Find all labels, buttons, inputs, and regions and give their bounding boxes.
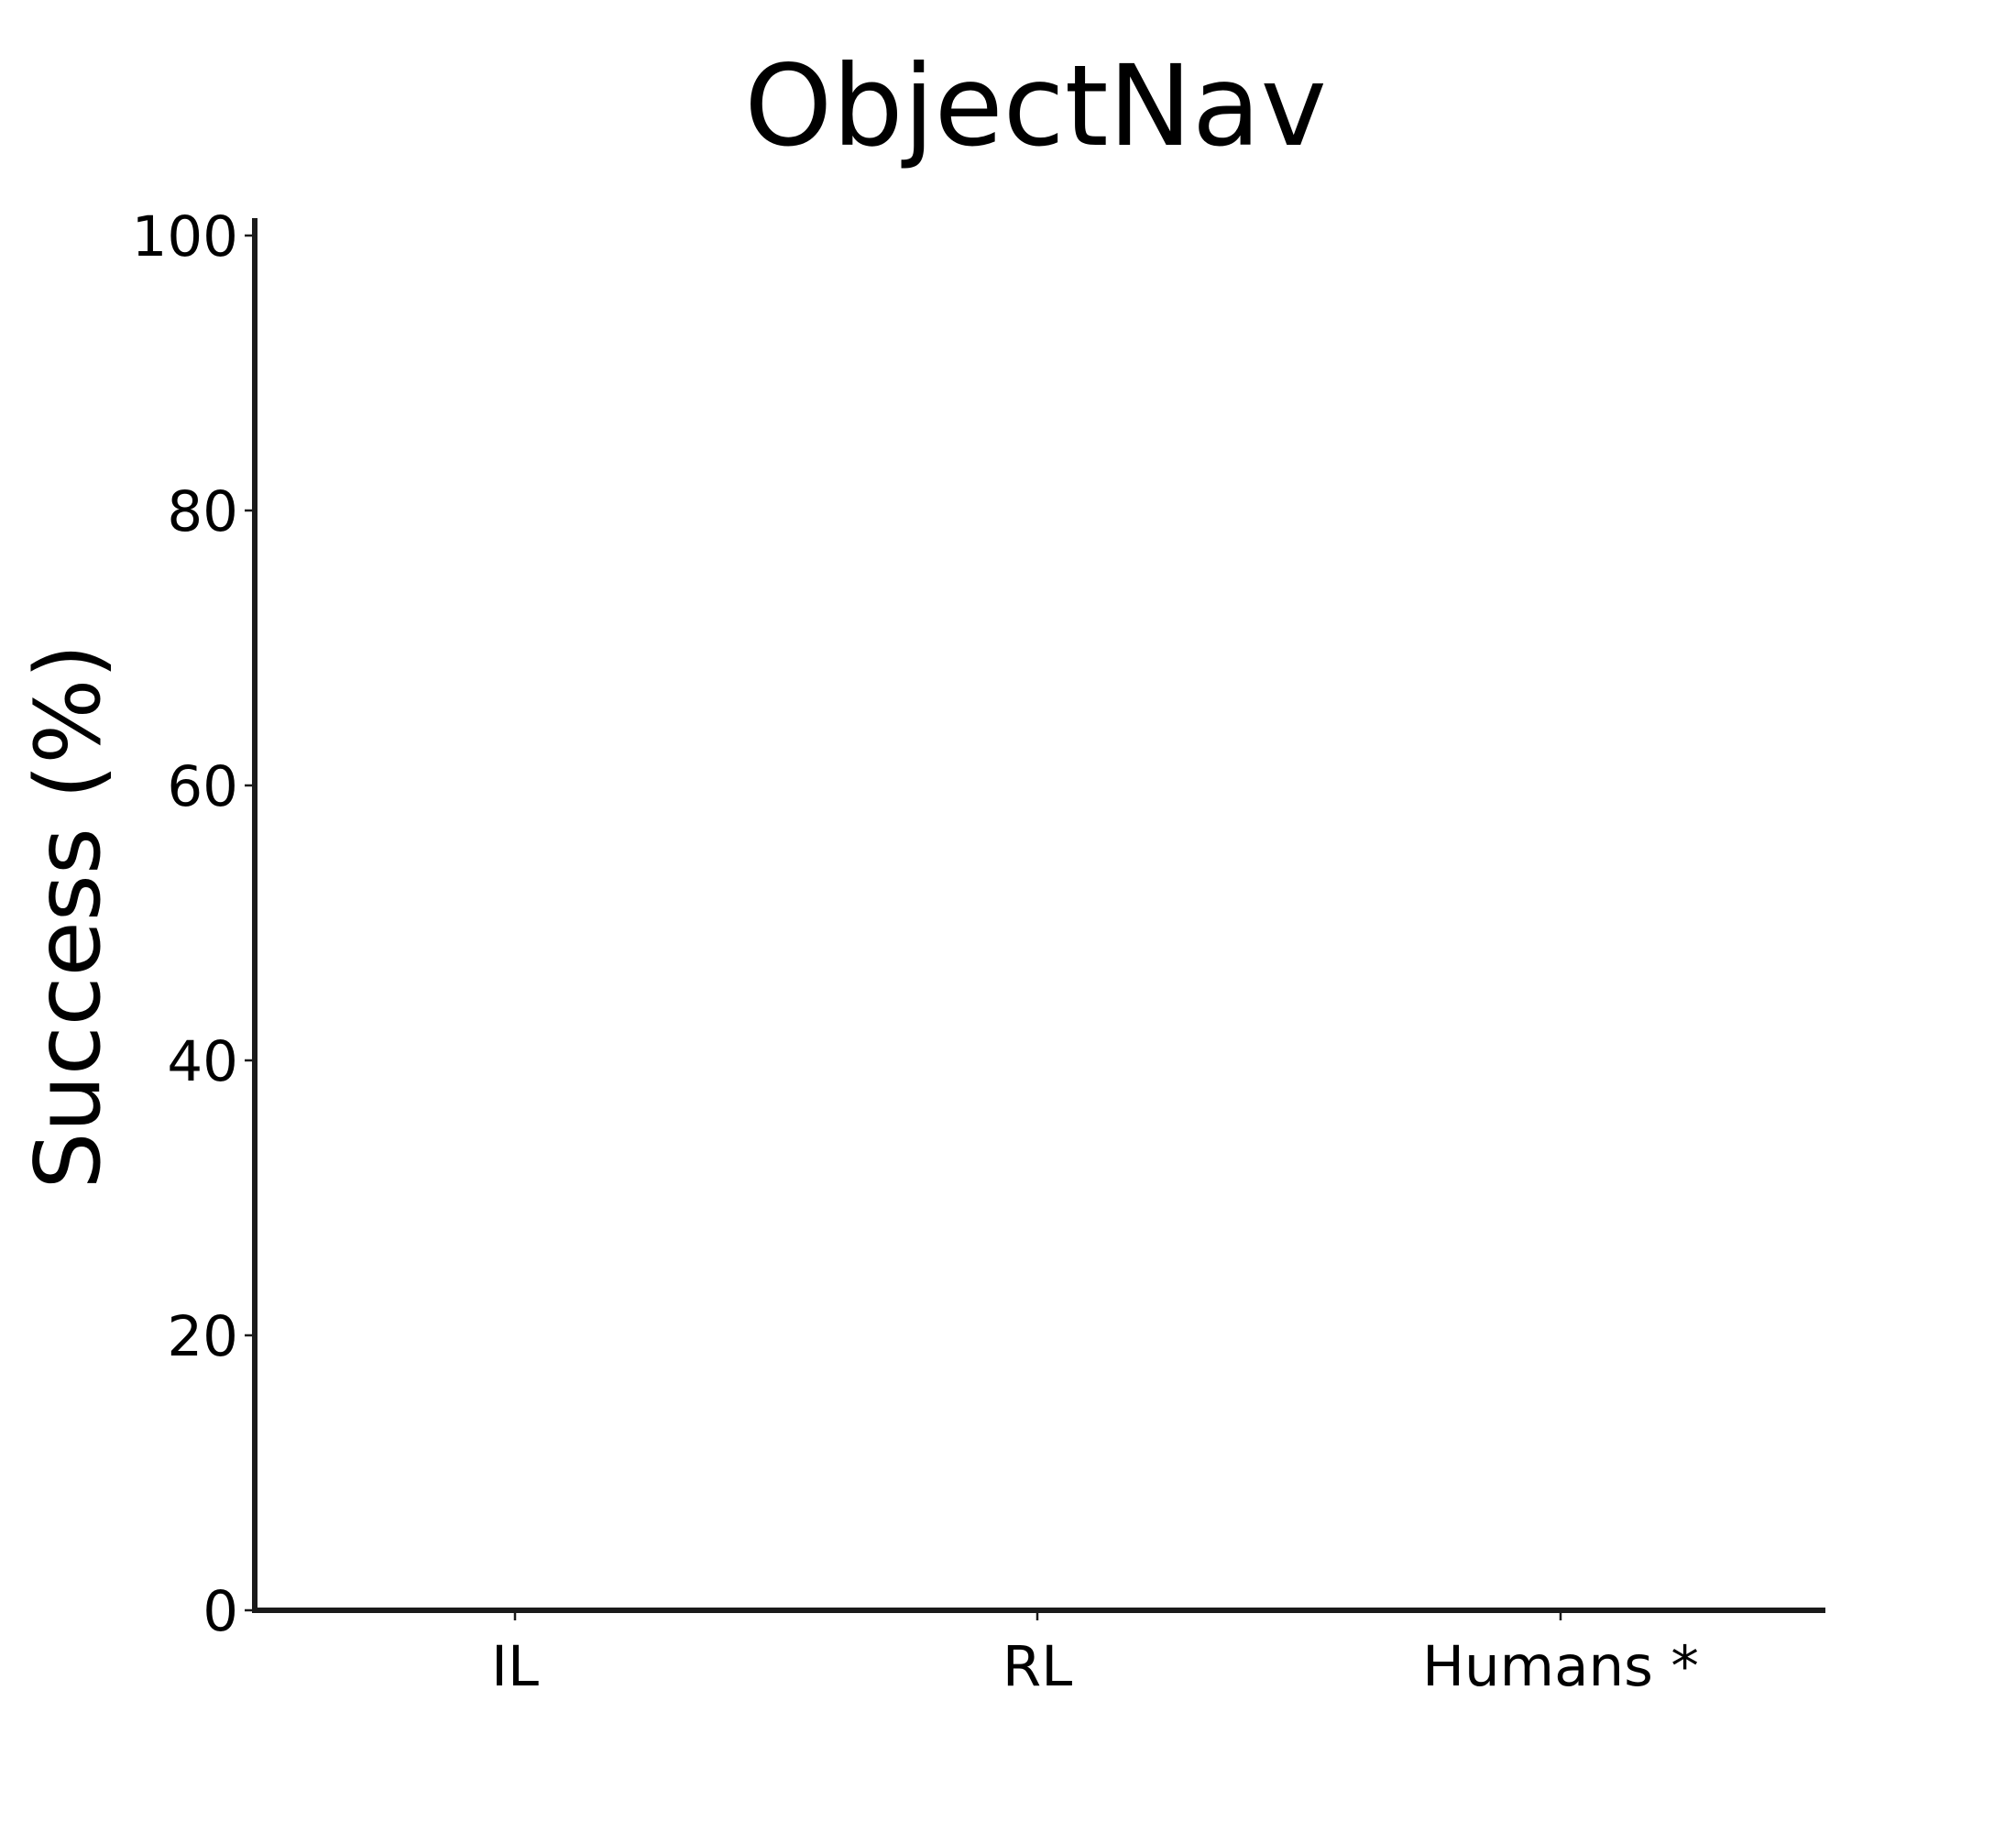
y-tick-label: 20	[167, 1304, 238, 1369]
y-tick-label: 40	[167, 1029, 238, 1094]
y-tick-label: 100	[132, 204, 238, 269]
chart-title: ObjectNav	[744, 41, 1327, 171]
y-tick-label: 0	[203, 1579, 238, 1644]
x-tick-label: RL	[1003, 1634, 1072, 1699]
x-axis-ticks: IL RL Humans *	[491, 1610, 1699, 1699]
y-axis-label: Success (%)	[16, 643, 121, 1189]
x-tick-label: IL	[491, 1634, 539, 1699]
y-tick-label: 80	[167, 479, 238, 544]
x-tick-label: Humans *	[1422, 1634, 1699, 1699]
y-axis-ticks: 0 20 40 60 80 100	[132, 204, 255, 1644]
y-tick-label: 60	[167, 754, 238, 819]
